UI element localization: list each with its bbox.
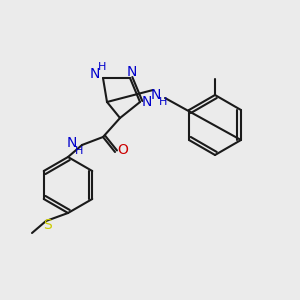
Text: H: H xyxy=(159,97,167,107)
Text: N: N xyxy=(127,65,137,79)
Text: N: N xyxy=(142,95,152,109)
Text: H: H xyxy=(98,62,106,72)
Text: S: S xyxy=(43,218,51,232)
Text: H: H xyxy=(75,146,83,156)
Text: N: N xyxy=(151,88,161,102)
Text: N: N xyxy=(90,67,100,81)
Text: N: N xyxy=(67,136,77,150)
Text: O: O xyxy=(118,143,128,157)
